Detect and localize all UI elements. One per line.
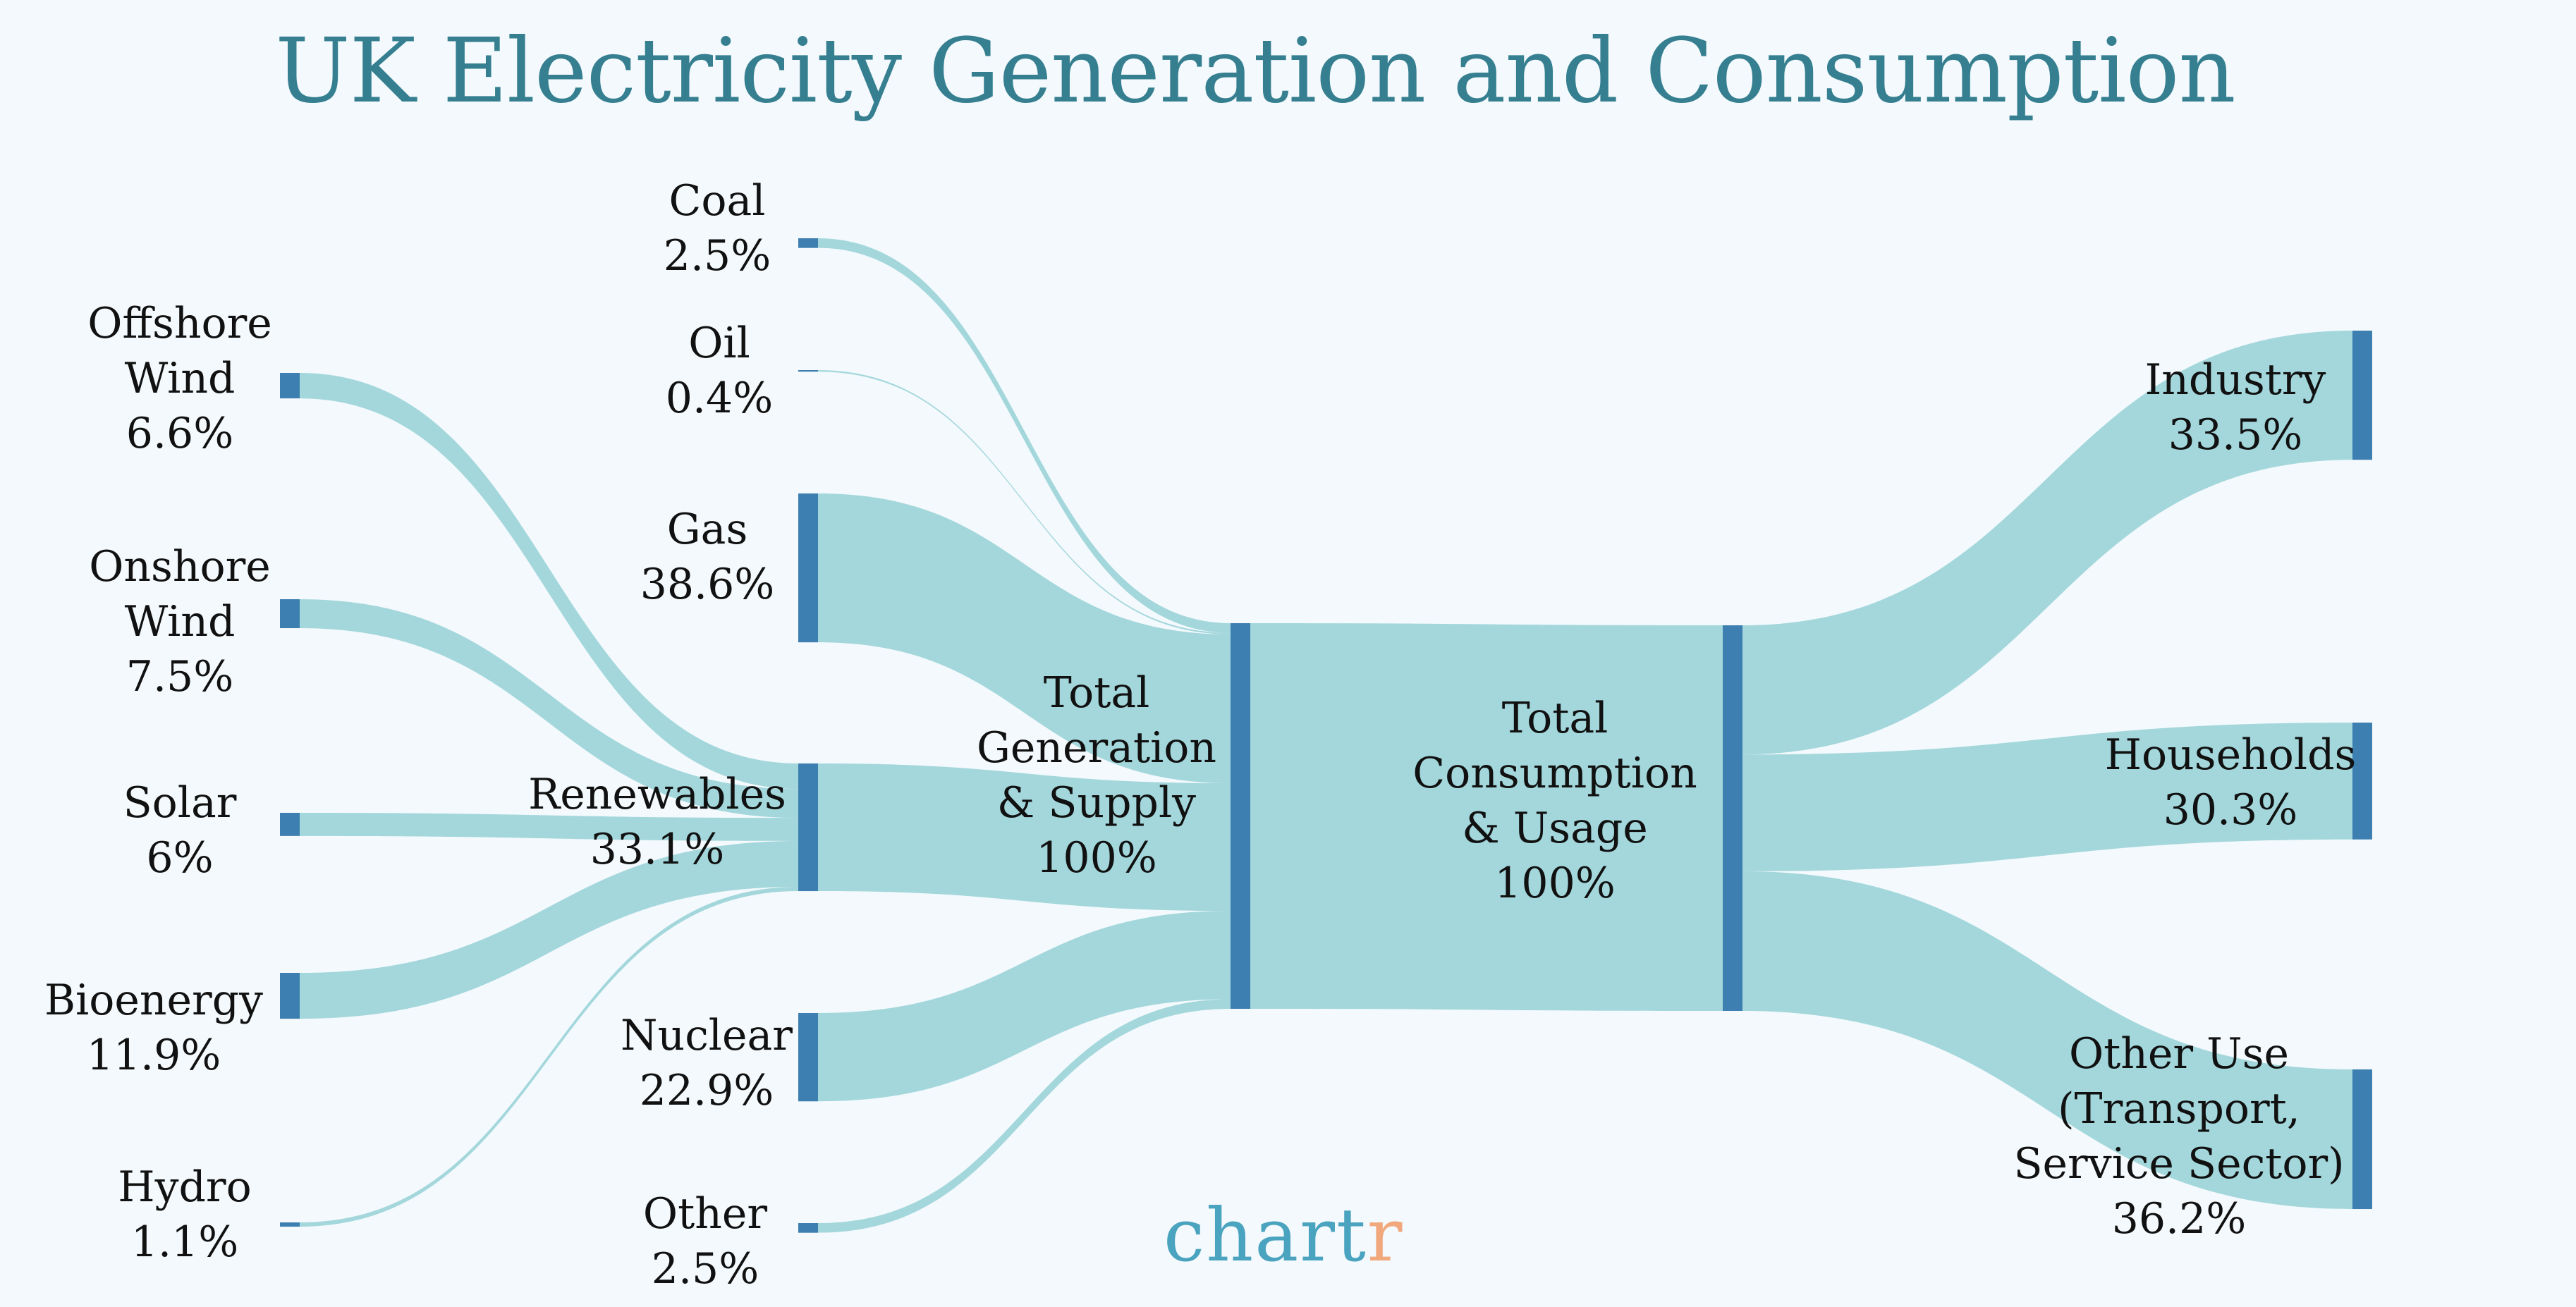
node-name-line: Total xyxy=(1043,668,1150,718)
node-label-total_cons: Total Consumption & Usage 100% xyxy=(1273,691,1837,911)
node-total_cons xyxy=(1723,625,1742,1011)
node-offshore xyxy=(280,373,300,399)
node-value: 1.1% xyxy=(130,1217,239,1267)
nodes-layer xyxy=(280,238,2372,1233)
link-coal-to-total_gen xyxy=(818,238,1231,633)
node-value: 33.1% xyxy=(590,825,725,874)
link-onshore-to-renewables xyxy=(300,599,798,818)
node-name-line: Other Use xyxy=(2068,1029,2290,1079)
logo-main: chart xyxy=(1164,1192,1367,1278)
logo-accent: r xyxy=(1367,1192,1404,1278)
node-label-nuclear: Nuclear 22.9% xyxy=(425,1008,989,1118)
node-value: 2.5% xyxy=(663,231,771,281)
link-hydro-to-renewables xyxy=(300,887,798,1227)
links-layer xyxy=(300,238,2352,1233)
node-value: 100% xyxy=(1494,859,1616,908)
node-name-line: Bioenergy xyxy=(44,976,264,1025)
node-label-solar: Solar 6% xyxy=(0,775,462,885)
node-other xyxy=(798,1223,818,1233)
node-name-line: Consumption xyxy=(1412,749,1697,798)
node-coal xyxy=(798,238,818,248)
link-renewables-to-total_gen xyxy=(818,763,1231,912)
node-value: 33.5% xyxy=(2168,410,2303,460)
node-name-line: Offshore xyxy=(87,299,272,348)
node-other_use xyxy=(2352,1069,2372,1210)
link-total_cons-to-other_use xyxy=(1742,871,2352,1210)
node-name-line: Households xyxy=(2104,730,2357,780)
node-value: 36.2% xyxy=(2111,1194,2247,1244)
link-offshore-to-renewables xyxy=(300,373,798,790)
node-label-coal: Coal 2.5% xyxy=(435,173,999,283)
node-value: 6% xyxy=(146,833,214,883)
node-value: 7.5% xyxy=(126,652,234,701)
node-value: 100% xyxy=(1036,833,1157,883)
node-value: 2.5% xyxy=(651,1244,759,1294)
node-solar xyxy=(280,813,300,836)
node-households xyxy=(2352,723,2372,840)
node-name-line: Other xyxy=(642,1189,768,1239)
node-label-hydro: Hydro 1.1% xyxy=(0,1160,467,1270)
link-total_cons-to-industry xyxy=(1742,331,2352,755)
node-name-line: Total xyxy=(1501,694,1609,743)
node-name-line: Wind xyxy=(124,354,236,403)
node-renewables xyxy=(798,763,818,892)
link-total_cons-to-households xyxy=(1742,723,2352,871)
link-other-to-total_gen xyxy=(818,999,1231,1233)
node-label-total_gen: Total Generation & Supply 100% xyxy=(814,665,1379,885)
node-value: 11.9% xyxy=(86,1031,221,1080)
chartr-logo: chartr xyxy=(1164,1198,1403,1272)
node-industry xyxy=(2352,331,2372,460)
node-name-line: Oil xyxy=(688,319,750,368)
node-nuclear xyxy=(798,1013,818,1102)
node-label-oil: Oil 0.4% xyxy=(437,316,1001,426)
node-bioenergy xyxy=(280,973,300,1019)
link-oil-to-total_gen xyxy=(818,370,1231,634)
link-gas-to-total_gen xyxy=(818,493,1231,784)
node-name-line: & Usage xyxy=(1462,804,1648,853)
node-name-line: Gas xyxy=(666,505,748,554)
chart-title: UK Electricity Generation and Consumptio… xyxy=(275,19,2235,123)
node-name-line: Onshore xyxy=(89,542,271,591)
link-solar-to-renewables xyxy=(300,813,798,841)
node-label-other: Other 2.5% xyxy=(423,1186,987,1296)
node-label-offshore: Offshore Wind 6.6% xyxy=(0,296,462,461)
node-hydro xyxy=(280,1222,300,1227)
node-name-line: & Supply xyxy=(996,778,1197,828)
node-value: 22.9% xyxy=(639,1066,774,1115)
node-name-line: Service Sector) xyxy=(2013,1139,2345,1189)
node-onshore xyxy=(280,599,300,629)
node-value: 38.6% xyxy=(640,560,775,609)
node-value: 0.4% xyxy=(665,374,774,423)
node-name-line: Wind xyxy=(124,597,236,646)
node-label-industry: Industry 33.5% xyxy=(1953,352,2517,462)
link-total_gen-to-total_cons xyxy=(1250,623,1723,1011)
node-label-bioenergy: Bioenergy 11.9% xyxy=(0,973,436,1083)
node-label-gas: Gas 38.6% xyxy=(425,502,989,612)
node-label-onshore: Onshore Wind 7.5% xyxy=(0,539,462,704)
node-name-line: Industry xyxy=(2144,355,2326,405)
node-value: 30.3% xyxy=(2163,785,2298,835)
node-name-line: Generation xyxy=(976,723,1217,773)
node-name-line: Renewables xyxy=(528,770,786,819)
node-value: 6.6% xyxy=(126,409,234,458)
node-label-other_use: Other Use (Transport, Service Sector) 36.2% xyxy=(1897,1026,2461,1246)
node-name-line: Coal xyxy=(669,176,766,226)
link-bioenergy-to-renewables xyxy=(300,840,798,1019)
link-nuclear-to-total_gen xyxy=(818,911,1231,1102)
node-name-line: Hydro xyxy=(118,1162,252,1212)
node-name-line: Solar xyxy=(123,778,237,828)
node-gas xyxy=(798,493,818,643)
node-oil xyxy=(798,370,818,372)
node-label-renewables: Renewables 33.1% xyxy=(375,767,939,877)
node-name-line: (Transport, xyxy=(2058,1084,2300,1134)
node-label-households: Households 30.3% xyxy=(1948,728,2513,837)
node-name-line: Nuclear xyxy=(621,1011,793,1060)
node-total_gen xyxy=(1231,623,1250,1009)
